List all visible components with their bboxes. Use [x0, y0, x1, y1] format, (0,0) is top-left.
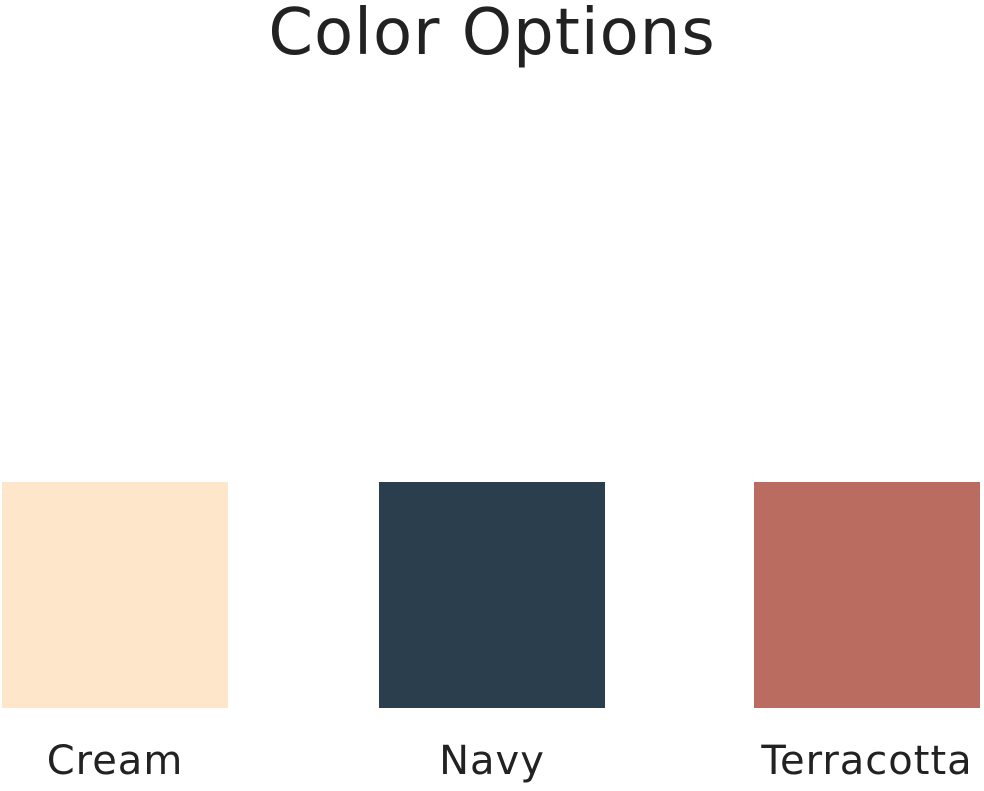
label-navy: Navy [439, 738, 545, 784]
swatch-cream [2, 482, 228, 708]
swatch-navy [379, 482, 605, 708]
page-title: Color Options [268, 0, 716, 70]
label-terracotta: Terracotta [761, 738, 973, 784]
label-cream: Cream [46, 738, 184, 784]
swatch-terracotta [754, 482, 980, 708]
